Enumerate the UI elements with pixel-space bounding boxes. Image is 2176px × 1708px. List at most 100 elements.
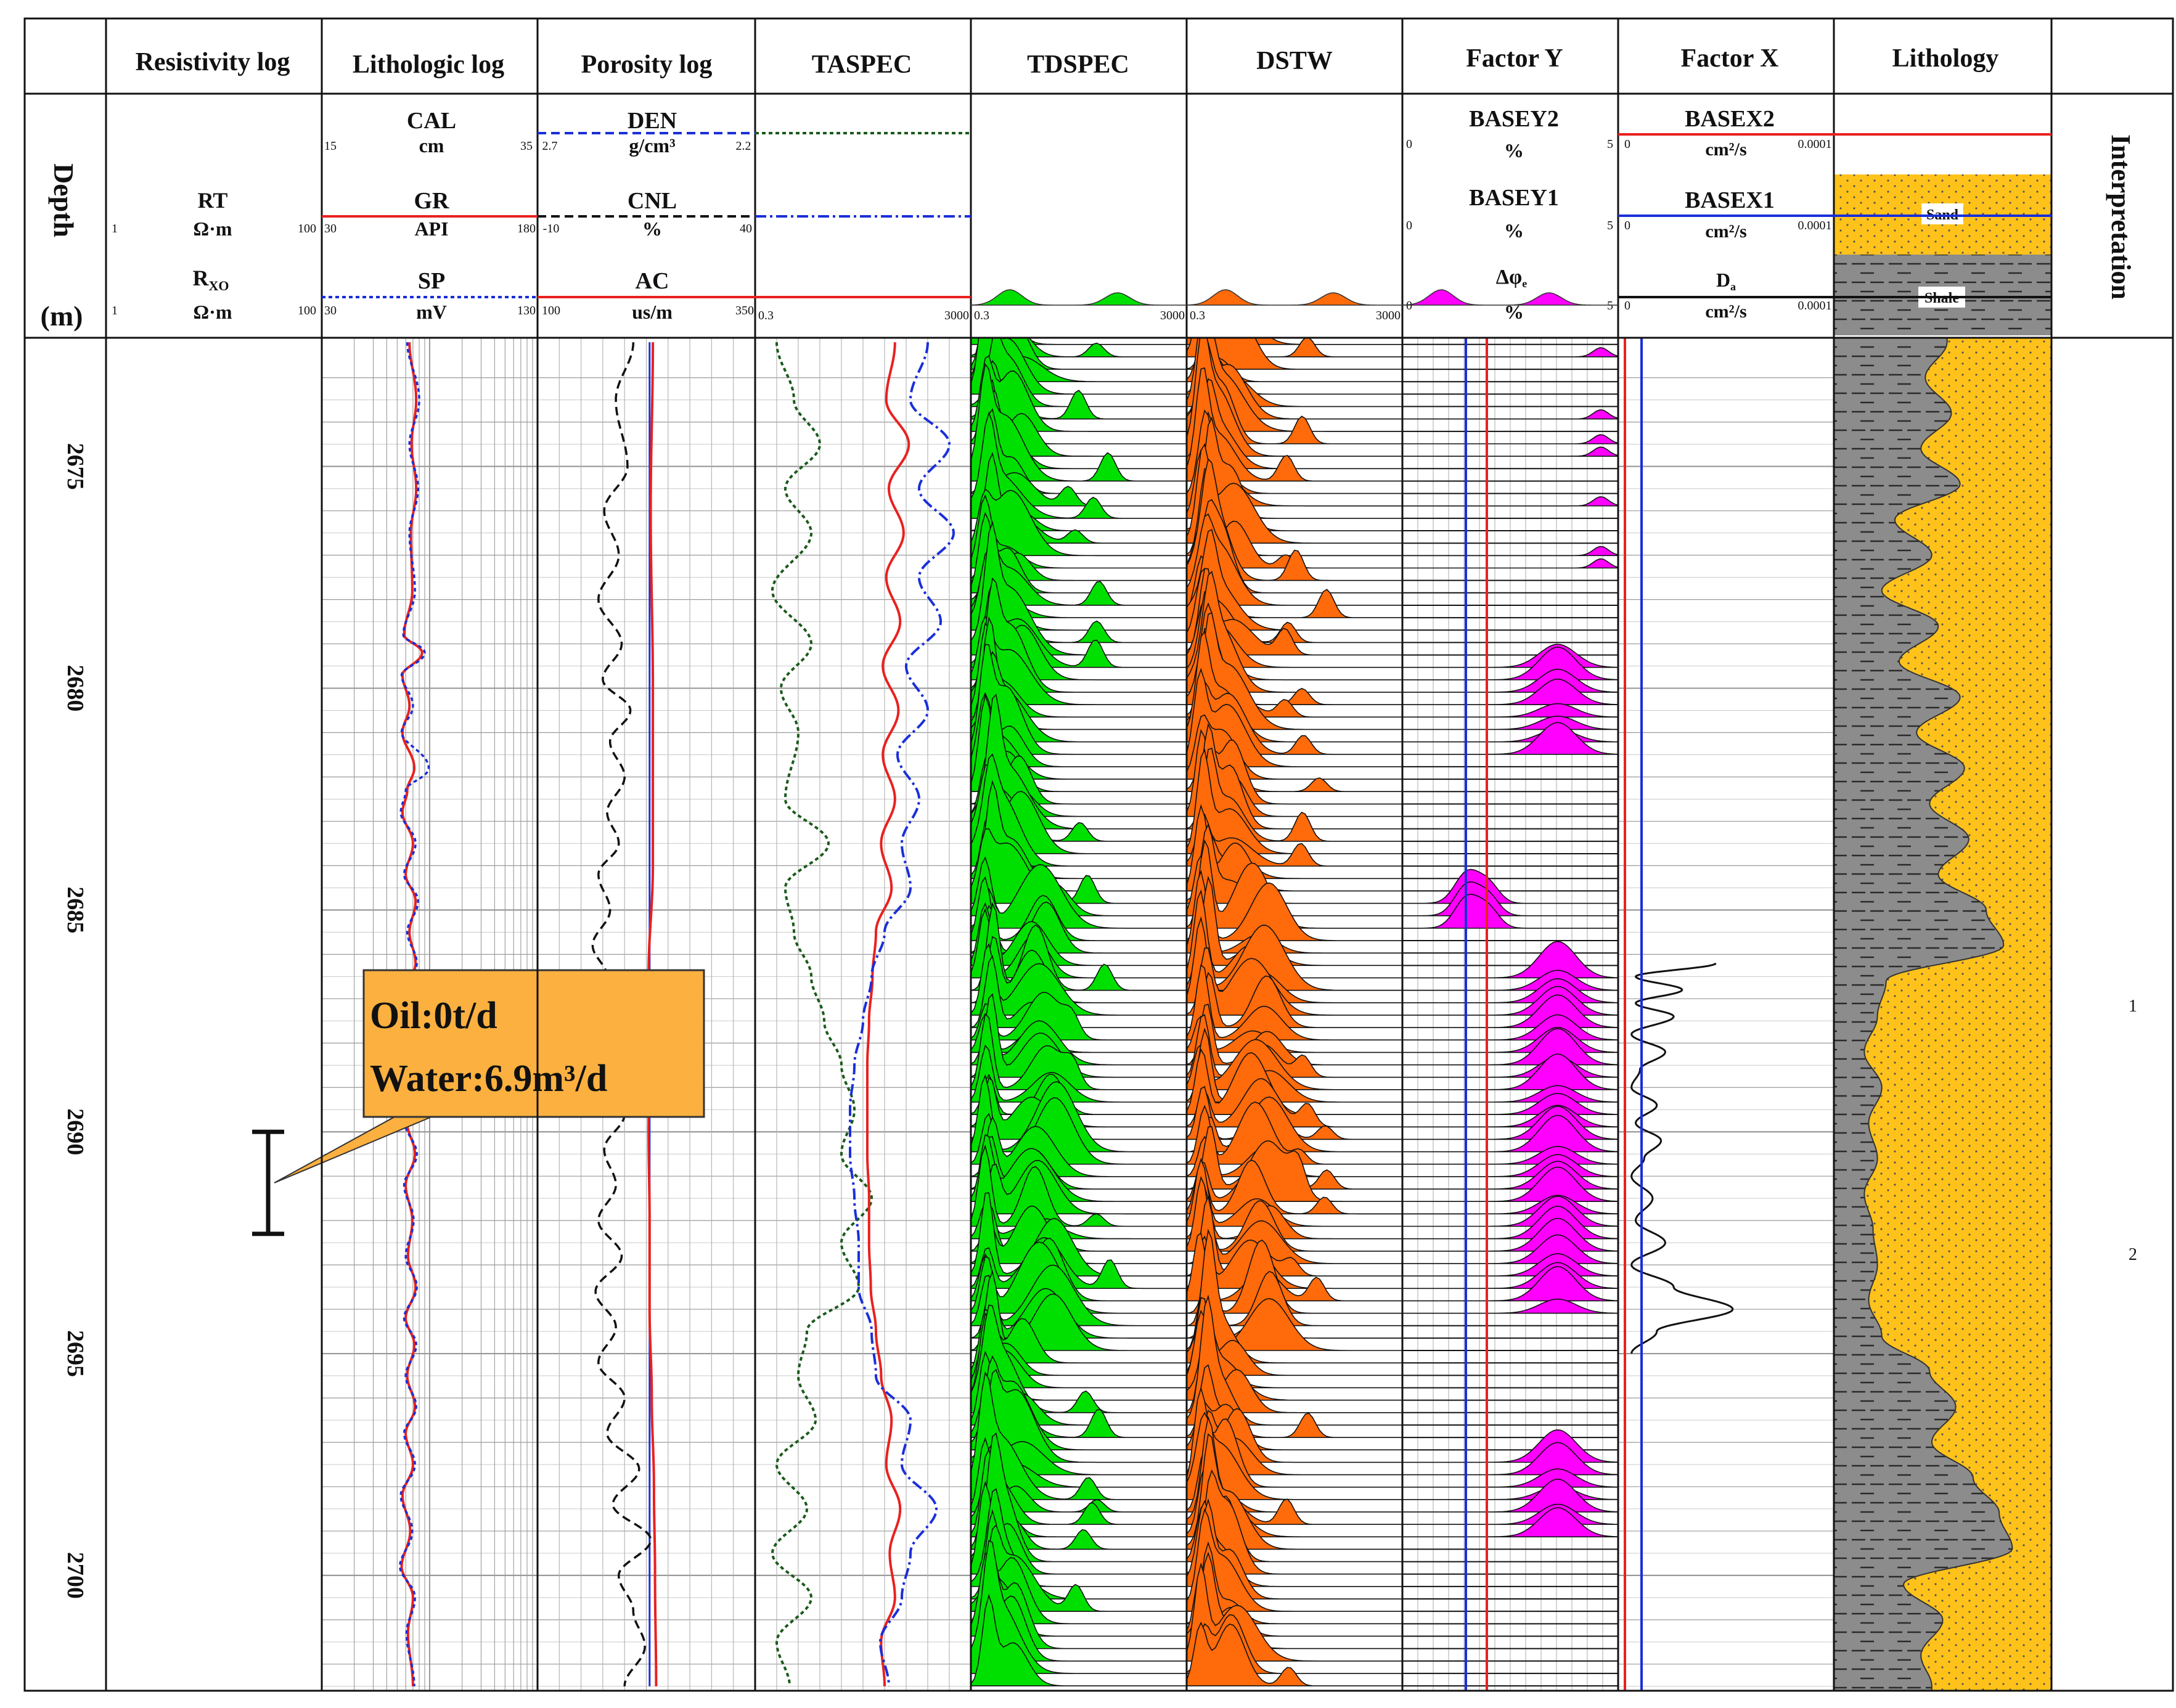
- tdspec-trace: [1186, 513, 1403, 606]
- taspec-trace: [970, 1074, 1187, 1153]
- tdspec-max: 3000: [1160, 309, 1185, 322]
- gr-max: 180: [517, 222, 536, 235]
- tdspec-header-spectrum: [1186, 289, 1402, 306]
- tdspec-trace: [1186, 1508, 1403, 1612]
- tdspec-trace: [1186, 443, 1403, 544]
- tdspec-trace: [1186, 1158, 1403, 1227]
- dstw-trace: [1402, 1053, 1619, 1090]
- depth-tick-label: 2685: [62, 886, 88, 933]
- gr-unit: API: [414, 218, 448, 240]
- den-unit: g/cm³: [629, 134, 675, 157]
- ac-min: 100: [542, 304, 560, 317]
- tdspec-trace: [1186, 668, 1403, 767]
- sp-min: 30: [324, 304, 337, 317]
- dstw-trace: [1402, 722, 1619, 755]
- sp-max: 130: [517, 304, 536, 317]
- dstw-trace: [1402, 409, 1619, 420]
- cal-max: 35: [520, 139, 533, 153]
- dstw-trace: [1402, 1166, 1619, 1203]
- taspec-trace: [970, 1318, 1187, 1363]
- da-min: 0: [1624, 299, 1630, 313]
- taspec-trace: [970, 864, 1187, 929]
- track-frame: [23, 17, 2174, 1692]
- zone-1-label: 1: [2129, 997, 2137, 1016]
- rxo-label: RXO: [193, 266, 229, 293]
- dphi-label: Δφe: [1496, 266, 1528, 290]
- basey2-min: 0: [1406, 137, 1412, 151]
- dstw-header-spectrum: [1402, 289, 1618, 306]
- rxo-name: R: [193, 266, 210, 290]
- depth-tick-label: 2690: [62, 1108, 88, 1155]
- depth-tick-label: 2675: [62, 443, 88, 490]
- da-max: 0.0001: [1798, 299, 1832, 313]
- taspec-trace: [970, 1593, 1187, 1686]
- legend-sand-tag: [1921, 203, 1963, 224]
- tdspec-trace: [1186, 1386, 1403, 1488]
- basey1-max: 5: [1607, 219, 1613, 232]
- title-factor-x: Factor X: [1681, 44, 1779, 73]
- title-resistivity: Resistivity log: [136, 48, 290, 76]
- dstw-trace: [1402, 496, 1619, 507]
- lithology-legend: Sand Shale: [1834, 174, 2051, 335]
- tdspec-trace: [1186, 1469, 1403, 1575]
- taspec-trace: [970, 1368, 1187, 1463]
- basey1-label: BASEY1: [1469, 185, 1559, 211]
- dstw-trace: [1402, 678, 1619, 705]
- tdspec-trace: [1186, 1078, 1403, 1128]
- dstw-trace: [1402, 1265, 1619, 1302]
- rt-unit: Ω·m: [194, 218, 232, 240]
- taspec-header-spectrum: [970, 289, 1187, 306]
- title-dstw: DSTW: [1256, 47, 1333, 75]
- dstw-max: 3000: [1376, 309, 1401, 322]
- tdspec-trace: [1186, 1235, 1403, 1289]
- tdspec-trace: [1186, 804, 1403, 892]
- spectra-headers: 0.3 3000 0.3 3000 0.3 3000: [758, 309, 1401, 322]
- den-label: DEN: [628, 108, 677, 134]
- dphi-name: Δφ: [1496, 266, 1523, 288]
- title-lithology: Lithology: [1892, 44, 1999, 73]
- tdspec-min: 0.3: [974, 309, 989, 322]
- tdspec-trace: [1186, 612, 1403, 730]
- basex2-label: BASEX2: [1685, 106, 1775, 132]
- tdspec-trace: [1186, 1015, 1403, 1053]
- basex1-label: BASEX1: [1685, 187, 1775, 213]
- gr-label: GR: [414, 188, 450, 214]
- cal-unit: cm: [419, 134, 444, 157]
- sp-label: SP: [418, 268, 445, 294]
- taspec-trace: [970, 544, 1187, 606]
- basex2-max: 0.0001: [1798, 137, 1832, 151]
- da-sub: a: [1730, 280, 1736, 293]
- tdspec-trace: [1186, 882, 1403, 941]
- ac-curve: [866, 342, 910, 1686]
- basey1-unit: %: [1504, 219, 1524, 242]
- taspec-trace: [970, 632, 1187, 705]
- dstw-trace: [1402, 1507, 1619, 1538]
- basey2-unit: %: [1504, 139, 1524, 161]
- depth-title: Depth: [48, 163, 80, 237]
- basex1-min: 0: [1624, 219, 1630, 232]
- taspec-trace: [970, 1564, 1187, 1662]
- dstw-trace: [1402, 545, 1619, 557]
- basey1-min: 0: [1406, 219, 1412, 232]
- dstw-trace: [1402, 558, 1619, 569]
- cnl-min: -10: [543, 222, 560, 235]
- title-lithologic: Lithologic log: [353, 51, 504, 79]
- tdspec-trace: [1186, 1621, 1403, 1686]
- tdspec-trace: [1186, 1498, 1403, 1600]
- rxo-min: 1: [112, 304, 118, 317]
- title-interpretation: Interpretation: [2106, 134, 2136, 300]
- da-label: Da: [1716, 269, 1736, 293]
- dstw-min: 0.3: [1190, 309, 1205, 322]
- porosity-headers: DEN g/cm³ 2.7 2.2 CNL % -10 40 AC us/m 1…: [542, 108, 754, 323]
- dstw-trace: [1402, 1442, 1619, 1476]
- dstw-trace: [1402, 434, 1619, 444]
- taspec-trace: [970, 488, 1187, 557]
- rxo-sub: XO: [209, 278, 229, 293]
- title-tdspec: TDSPEC: [1027, 51, 1129, 79]
- dphi-sub: e: [1522, 277, 1527, 290]
- dstw-trace: [1402, 703, 1619, 718]
- dstw-trace: [1402, 446, 1619, 457]
- depth-unit: (m): [41, 300, 83, 332]
- den-min: 2.7: [542, 139, 558, 153]
